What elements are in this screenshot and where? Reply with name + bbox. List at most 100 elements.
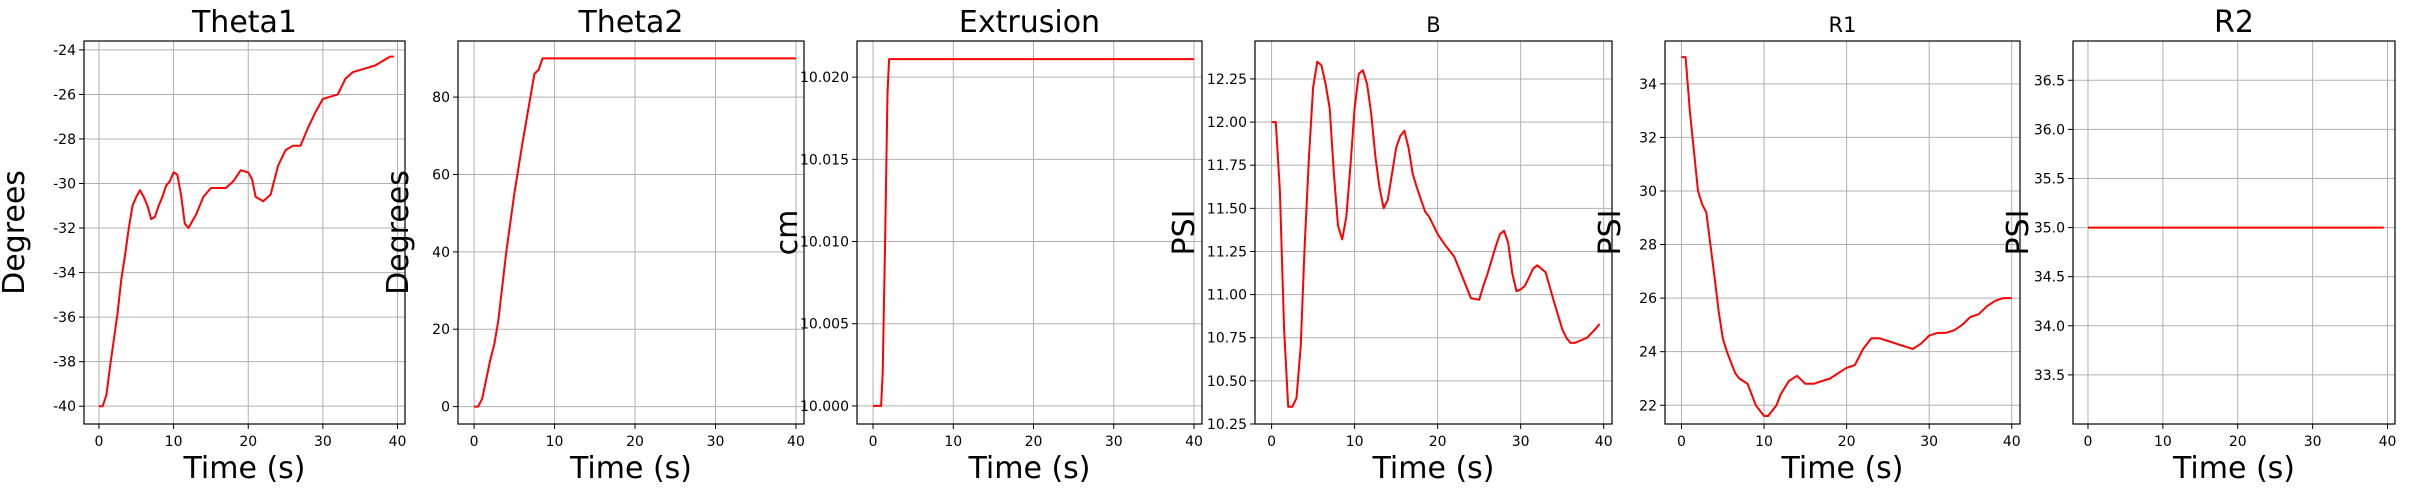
y-tick-label: 11.75 <box>1207 158 1247 174</box>
x-tick-label: 30 <box>2304 434 2322 450</box>
x-tick-label: 0 <box>94 434 103 450</box>
y-tick-label: 20 <box>432 322 450 338</box>
y-axis-label: Degrees <box>381 170 416 295</box>
y-tick-label: 10.75 <box>1207 331 1247 347</box>
y-tick-label: 10.50 <box>1207 374 1247 390</box>
axes-frame <box>83 40 406 425</box>
y-tick-label: 34 <box>1639 77 1657 93</box>
x-tick-label: 10 <box>1346 434 1364 450</box>
series-line <box>474 57 796 408</box>
x-axis-label: Time (s) <box>1781 451 1904 486</box>
y-tick-label: 36.0 <box>2034 122 2065 138</box>
x-tick-label: 30 <box>707 434 725 450</box>
x-tick-label: 10 <box>944 434 962 450</box>
axes-frame <box>1254 40 1613 425</box>
x-tick-label: 20 <box>2229 434 2247 450</box>
chart-panel-theta2: 0 10 20 30 40 0 20 40 60 80 Theta2 Time (s) Degrees <box>381 5 805 486</box>
y-axis-label: Degrees <box>0 170 32 295</box>
x-tick-label: 40 <box>1595 434 1613 450</box>
x-tick-label: 30 <box>1105 434 1123 450</box>
y-tick-label: 26 <box>1639 291 1657 307</box>
chart-panel-extrusion: 0 10 20 30 40 10.000 10.005 10.010 10.015 10.020 E… <box>770 5 1203 486</box>
chart-title: B <box>1426 13 1440 37</box>
axes-frame <box>856 40 1203 425</box>
y-tick-label: 10.010 <box>800 235 849 251</box>
x-tick-label: 20 <box>626 434 644 450</box>
y-tick-label: 40 <box>432 245 450 261</box>
y-tick-label: 0 <box>441 400 450 416</box>
y-tick-label: 10.005 <box>800 317 849 333</box>
x-tick-label: 10 <box>1755 434 1773 450</box>
x-tick-label: 0 <box>1677 434 1686 450</box>
y-tick-label: 11.00 <box>1207 288 1247 304</box>
x-tick-label: 20 <box>1025 434 1043 450</box>
x-tick-label: 10 <box>546 434 564 450</box>
chart-panel-b: 0 10 20 30 4010.2510.5010.7511.0011.2511.501… <box>1167 13 1613 486</box>
x-tick-label: 40 <box>787 434 805 450</box>
y-tick-label: 10.020 <box>800 70 849 86</box>
x-tick-label: 20 <box>1429 434 1447 450</box>
chart-title: Theta1 <box>191 5 297 40</box>
y-tick-label: 12.25 <box>1207 72 1247 88</box>
x-tick-label: 30 <box>1920 434 1938 450</box>
y-tick-label: 34.0 <box>2034 319 2065 335</box>
y-tick-label: 10.25 <box>1207 417 1247 433</box>
y-tick-label: -38 <box>53 355 76 371</box>
chart-title: Extrusion <box>959 5 1100 40</box>
x-axis-label: Time (s) <box>1372 451 1495 486</box>
y-tick-label: 12.00 <box>1207 115 1247 131</box>
x-tick-label: 0 <box>1267 434 1276 450</box>
x-tick-label: 0 <box>869 434 878 450</box>
series-line <box>1681 56 2012 417</box>
series-line <box>1271 60 1601 408</box>
y-tick-label: 30 <box>1639 184 1657 200</box>
x-tick-label: 40 <box>2003 434 2021 450</box>
series-line <box>98 55 394 408</box>
y-tick-label: -40 <box>53 399 76 415</box>
x-tick-label: 0 <box>2084 434 2093 450</box>
x-tick-label: 40 <box>389 434 407 450</box>
x-tick-label: 30 <box>314 434 332 450</box>
x-axis-label: Time (s) <box>2172 451 2295 486</box>
y-tick-label: 22 <box>1639 398 1657 414</box>
y-tick-label: 34.5 <box>2034 270 2065 286</box>
y-tick-label: 11.50 <box>1207 201 1247 217</box>
y-tick-label: -34 <box>53 266 76 282</box>
y-tick-label: 32 <box>1639 130 1657 146</box>
y-tick-label: -26 <box>53 87 76 103</box>
y-tick-label: 80 <box>432 90 450 106</box>
y-tick-label: 35.0 <box>2034 221 2065 237</box>
chart-title: R2 <box>2214 5 2254 40</box>
x-tick-label: 20 <box>1838 434 1856 450</box>
axes-frame <box>2072 40 2396 425</box>
y-tick-label: 11.25 <box>1207 244 1247 260</box>
y-tick-label: -30 <box>53 177 76 193</box>
x-tick-label: 0 <box>470 434 479 450</box>
x-axis-label: Time (s) <box>968 451 1091 486</box>
x-axis-label: Time (s) <box>569 451 692 486</box>
chart-panel-r1: 0 10 20 30 40 22 24 26 28 30 32 34 R1 Time (s) PSI <box>1593 13 2021 486</box>
x-tick-label: 10 <box>2154 434 2172 450</box>
y-tick-label: -28 <box>53 132 76 148</box>
x-tick-label: 40 <box>1185 434 1203 450</box>
x-tick-label: 40 <box>2379 434 2397 450</box>
y-tick-label: 28 <box>1639 238 1657 254</box>
chart-title: Theta2 <box>577 5 683 40</box>
y-tick-label: 35.5 <box>2034 171 2065 187</box>
y-tick-label: 24 <box>1639 345 1657 361</box>
axes-frame <box>457 40 805 425</box>
y-tick-label: 36.5 <box>2034 73 2065 89</box>
y-tick-label: 10.015 <box>800 152 849 168</box>
chart-title: R1 <box>1829 13 1857 37</box>
y-tick-label: -36 <box>53 310 76 326</box>
x-tick-label: 10 <box>165 434 183 450</box>
x-axis-label: Time (s) <box>183 451 306 486</box>
y-tick-label: 33.5 <box>2034 368 2065 384</box>
y-tick-label: 60 <box>432 167 450 183</box>
chart-panel-r2: 0 10 20 30 40 33.5 34.0 34.5 35.0 35.5 36.0 36.5 R2 T… <box>2001 5 2396 486</box>
x-tick-label: 20 <box>239 434 257 450</box>
y-tick-label: 10.000 <box>800 399 849 415</box>
axes-frame <box>1664 40 2021 425</box>
y-axis-label: PSI <box>2001 210 2036 256</box>
